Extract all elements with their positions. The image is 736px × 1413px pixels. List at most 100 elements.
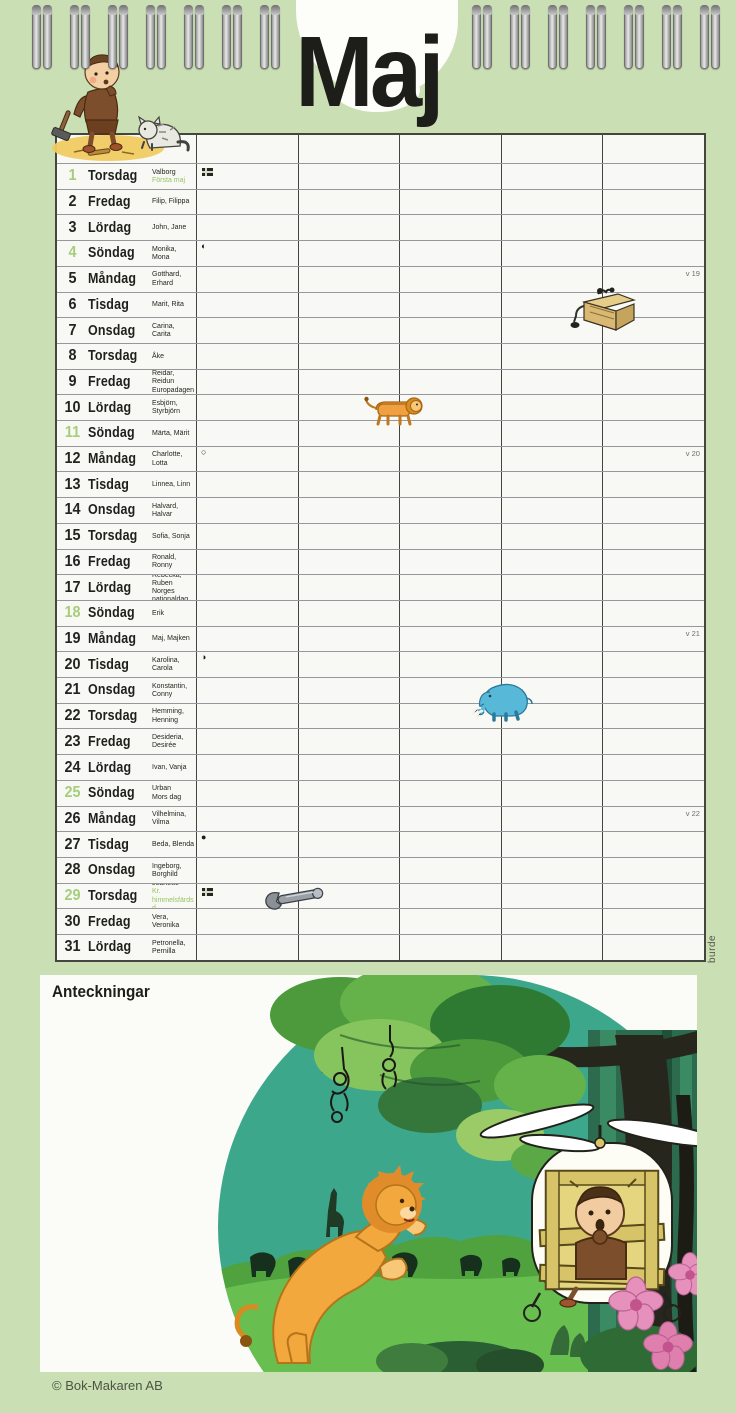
binding-wire [673, 5, 682, 69]
day-label-cell: 10 Lördag Esbjörn, Styrbjörn [57, 395, 196, 420]
entry-cell: v 20 [602, 446, 704, 472]
binding-wire [548, 5, 557, 69]
binding-wire [157, 5, 166, 69]
binding-wire [184, 5, 193, 69]
binding-loop [470, 5, 494, 69]
header-cell [297, 135, 400, 163]
entry-cell [196, 806, 298, 832]
entry-cell [602, 678, 704, 703]
name-days: Maj, Majken [152, 634, 196, 643]
name-day-line: Ivan, Vanja [152, 763, 187, 771]
name-days: Karolina, Carola [152, 656, 196, 674]
day-label-cell: 30 Fredag Vera, Veronika [57, 909, 196, 934]
entry-cell: ● [196, 832, 298, 857]
day-number: 26 [64, 809, 81, 827]
name-day-line: Desideria, Desirée [152, 734, 184, 750]
weekday-name: Måndag [88, 631, 137, 647]
weekday-name: Torsdag [88, 348, 138, 365]
entry-cell [399, 832, 501, 857]
entry-cell [196, 549, 298, 575]
day-label-cell: 15 Torsdag Sofia, Sonja [57, 524, 196, 549]
weekday-name: Fredag [88, 553, 131, 570]
name-days: John, Jane [152, 223, 196, 232]
day-number: 28 [64, 861, 81, 879]
day-row-14: 14 Onsdag Halvard, Halvar [57, 497, 704, 523]
name-day-line: Esbjörn, Styrbjörn [152, 399, 181, 416]
entry-cell [500, 446, 603, 472]
name-days: Carina, Carita [152, 322, 196, 340]
binding-wire [586, 5, 595, 69]
entry-cell [500, 421, 603, 446]
day-row-25: 25 Söndag Urban Mors dag [57, 779, 704, 806]
entry-cell [500, 755, 603, 780]
name-days: Reidar, Reidun Europadagen [152, 370, 196, 395]
entry-cell [196, 883, 298, 909]
name-day-line: Linnea, Linn [152, 481, 191, 489]
entry-cell [297, 164, 400, 189]
binding-loop [258, 5, 282, 69]
day-row-30: 30 Fredag Vera, Veronika [57, 908, 704, 935]
entry-cell [500, 472, 603, 498]
name-day-line: Valborg [152, 168, 176, 176]
binding-wire [700, 5, 709, 69]
name-days: Petronella, Pernilla [152, 939, 196, 957]
entry-cell [602, 857, 704, 883]
flag-icon [202, 887, 213, 896]
name-day-line: Ronald, Ronny [152, 554, 177, 570]
name-day-line: Märta, Märit [152, 429, 190, 437]
day-label-cell: 29 Torsdag Yvonne, JeanetteKr. himmelsfärd… [57, 884, 196, 909]
entry-cell [500, 215, 603, 241]
day-row-16: 16 Fredag Ronald, Ronny [57, 548, 704, 575]
day-label-cell: 22 Torsdag Hemming, Henning [57, 704, 196, 729]
name-days: Valborg Första maj [152, 168, 196, 186]
day-label-cell: 23 Fredag Desideria, Desirée [57, 729, 196, 754]
binding-wire [711, 5, 720, 69]
entry-cell [500, 832, 603, 857]
entry-cell [602, 909, 704, 935]
name-days: Ronald, Ronny [152, 553, 196, 571]
entry-cell [297, 189, 400, 215]
day-label-cell: 11 Söndag Märta, Märit [57, 421, 196, 446]
observance-line: Norges nationaldag [152, 588, 189, 600]
day-number: 10 [64, 398, 81, 416]
entry-cell [196, 780, 298, 806]
entry-cell [297, 395, 400, 421]
name-day-line: Filip, Filippa [152, 198, 190, 206]
entry-cell [196, 498, 298, 523]
name-day-line: John, Jane [152, 224, 187, 232]
copyright-footer: © Bok-Makaren AB [52, 1378, 163, 1393]
name-days: Erik [152, 609, 196, 618]
weekday-name: Torsdag [88, 888, 138, 905]
day-number: 15 [64, 527, 81, 545]
notes-label: Anteckningar [52, 982, 150, 1001]
name-day-line: Halvard, Halvar [152, 502, 179, 518]
moon-first-icon: ◐ [201, 241, 207, 252]
entry-cell [196, 857, 298, 883]
entry-cell [602, 935, 704, 960]
entry-cell [196, 292, 298, 318]
binding-wire [483, 5, 492, 69]
entry-cell [297, 498, 400, 523]
weekday-name: Söndag [88, 605, 135, 622]
name-day-line: Erik [152, 609, 165, 617]
binding-wire [195, 5, 204, 69]
entry-cell [297, 678, 400, 703]
entry-cell [500, 806, 603, 832]
entry-cell [602, 652, 704, 678]
day-number: 8 [68, 347, 77, 365]
entry-cell [196, 215, 298, 241]
entry-cell [196, 703, 298, 729]
header-cell [602, 135, 704, 163]
entry-cell: ◑ [196, 652, 298, 678]
entry-cell [399, 935, 501, 960]
day-row-23: 23 Fredag Desideria, Desirée [57, 728, 704, 755]
name-day-line: Petronella, Pernilla [152, 939, 186, 955]
entry-cell [399, 806, 501, 832]
name-day-line: Beda, Blenda [152, 841, 195, 848]
entry-cell [297, 266, 400, 292]
day-row-1: 1 Torsdag Valborg Första maj [57, 163, 704, 189]
day-number: 9 [68, 372, 77, 390]
day-row-29: 29 Torsdag Yvonne, JeanetteKr. himmelsfärd… [57, 882, 704, 909]
weekday-name: Torsdag [88, 528, 138, 545]
